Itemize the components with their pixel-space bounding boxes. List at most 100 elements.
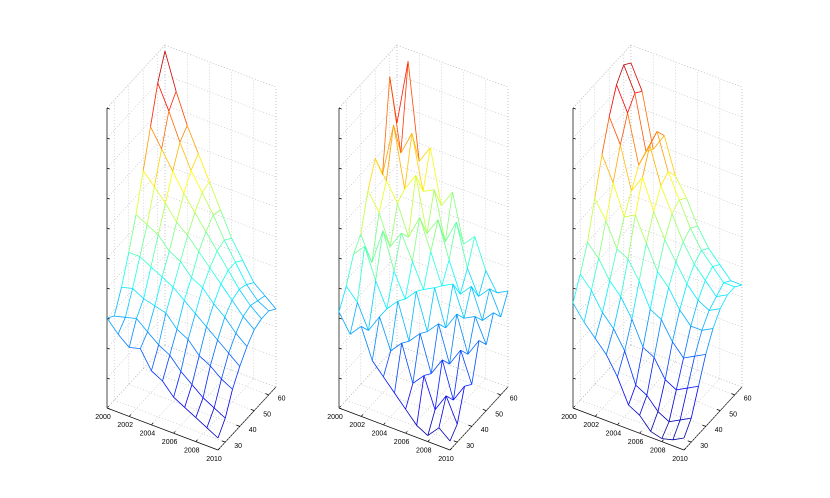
mesh-edge <box>445 283 454 328</box>
mesh-edge <box>257 300 270 312</box>
mesh-edge <box>427 427 440 436</box>
mesh-edge <box>448 259 461 295</box>
mesh-edge <box>227 262 236 271</box>
mesh-edge <box>623 62 632 66</box>
mesh-edge <box>213 407 226 419</box>
grid-line <box>594 353 654 417</box>
mesh-edge <box>423 373 432 376</box>
grid-line <box>383 361 442 426</box>
mesh-edge <box>180 261 192 278</box>
mesh-edge <box>121 286 133 289</box>
mesh-edge <box>114 315 126 318</box>
tick-mark <box>151 422 154 426</box>
mesh-edge <box>617 350 626 377</box>
mesh-edge <box>660 319 673 342</box>
mesh-edge <box>653 185 662 212</box>
x-tick-label: 2002 <box>117 422 133 429</box>
mesh-edge <box>709 308 721 311</box>
tick-mark <box>265 393 269 396</box>
mesh-edge <box>638 145 651 166</box>
grid-line <box>639 369 698 434</box>
mesh-edge <box>405 408 418 426</box>
grid-line <box>360 353 420 417</box>
mesh-edge <box>598 220 607 259</box>
grid-line <box>617 361 676 426</box>
mesh-edge <box>653 319 662 358</box>
grid-line <box>396 194 509 238</box>
mesh-edge <box>459 286 472 295</box>
mesh-edge <box>635 384 648 396</box>
mesh-edge <box>213 303 226 318</box>
mesh-edge <box>642 309 651 348</box>
mesh-edge <box>438 323 450 365</box>
mesh-edge <box>139 224 148 257</box>
mesh-edge <box>401 343 414 384</box>
mesh-edge <box>216 250 229 271</box>
grid-line <box>630 44 743 88</box>
mesh-edge <box>467 340 480 355</box>
y-tick-label: 60 <box>510 396 518 403</box>
grid-line <box>106 344 166 409</box>
mesh-edge <box>157 82 170 112</box>
mesh-edge <box>389 76 402 154</box>
mesh-edge <box>173 396 185 408</box>
grid-line <box>572 314 632 379</box>
mesh-edge <box>400 133 413 154</box>
mesh-edge <box>175 91 188 126</box>
tick-mark <box>572 167 576 170</box>
mesh-edge <box>430 219 439 252</box>
mesh-edge <box>158 344 171 356</box>
mesh-edge <box>619 112 628 145</box>
grid-line <box>572 284 632 349</box>
tick-mark <box>572 107 576 110</box>
x-tick-label: 2010 <box>672 456 688 463</box>
mesh-edge <box>408 175 417 238</box>
mesh-edge <box>438 323 446 329</box>
mesh-edge <box>176 328 189 340</box>
mesh-edge <box>664 379 677 391</box>
mesh-edge <box>224 300 233 318</box>
mesh-edge <box>139 256 152 268</box>
tick-mark <box>617 422 620 426</box>
grid-line <box>572 134 632 199</box>
mesh-edge <box>437 219 450 261</box>
mesh-edge <box>382 76 391 175</box>
grid-line <box>449 386 509 451</box>
tick-mark <box>173 431 176 434</box>
mesh-edge <box>668 261 677 288</box>
tick-mark <box>106 107 110 110</box>
grid-line <box>630 194 743 238</box>
mesh-edge <box>197 153 210 182</box>
mesh-edge <box>194 287 203 314</box>
mesh-edge <box>619 144 632 192</box>
mesh-edge <box>371 316 380 361</box>
mesh-edge <box>646 395 659 412</box>
mesh-edge <box>430 251 443 286</box>
mesh-edge <box>349 326 362 335</box>
mesh-edge <box>623 190 632 218</box>
mesh-edge <box>694 330 703 357</box>
tick-mark <box>106 227 110 230</box>
mesh-edge <box>672 341 684 359</box>
mesh-edge <box>583 321 596 339</box>
mesh-edge <box>612 144 621 183</box>
mesh-edge <box>598 258 611 281</box>
mesh-edge <box>467 316 476 355</box>
mesh-edge <box>463 316 476 319</box>
mesh-edge <box>411 133 424 192</box>
mesh-edge <box>404 133 413 190</box>
surface-plot: 2000 2002 2004 2006 2008 2010 30 40 50 60 <box>95 44 286 463</box>
mesh-edge <box>124 288 133 318</box>
mesh-edge <box>253 318 262 330</box>
y-tick-label: 60 <box>744 396 752 403</box>
mesh-edge <box>463 286 472 319</box>
mesh-edge <box>478 288 490 297</box>
mesh-edge <box>671 199 680 214</box>
grid-line <box>338 344 398 409</box>
mesh-edge <box>474 236 487 271</box>
tick-mark <box>572 257 576 260</box>
mesh-edge <box>697 226 710 249</box>
mesh-edge <box>460 349 469 355</box>
mesh-edge <box>664 341 673 380</box>
